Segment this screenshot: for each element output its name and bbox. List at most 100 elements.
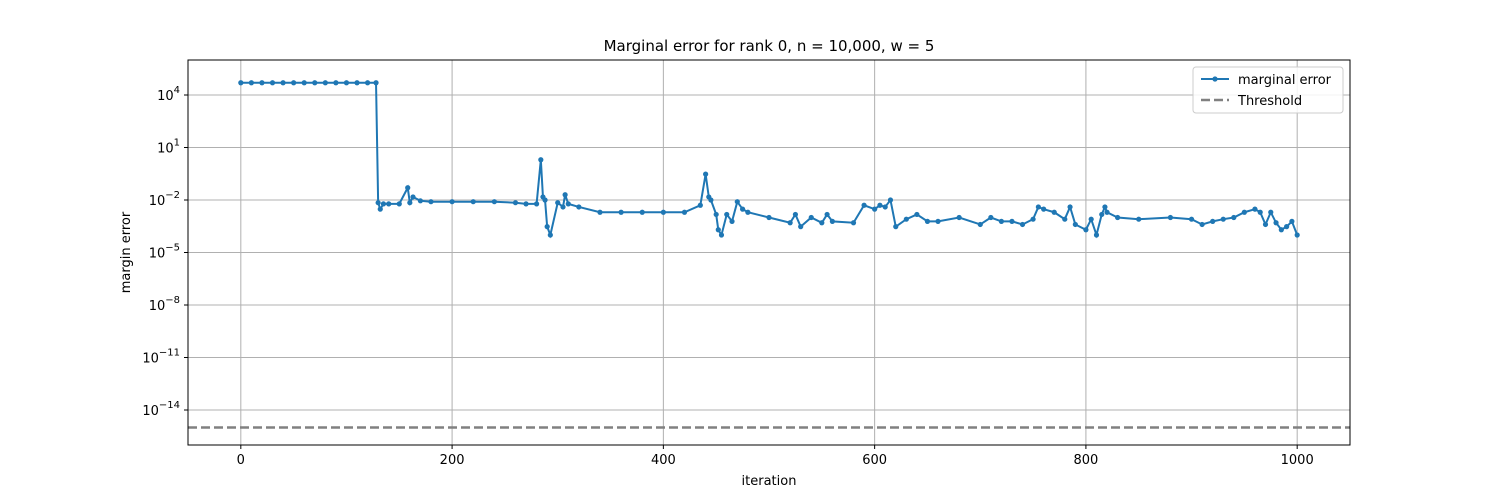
data-point [364, 80, 371, 86]
data-point [787, 220, 793, 226]
x-tick-label: 0 [237, 453, 245, 468]
series-layer [188, 80, 1350, 429]
data-point [1019, 221, 1026, 228]
data-point [1083, 227, 1089, 233]
data-point [681, 209, 688, 215]
data-point [333, 80, 339, 86]
data-point [386, 201, 392, 207]
y-tick-label: 10−2 [149, 190, 180, 209]
data-point [935, 218, 941, 224]
data-point [534, 201, 540, 207]
data-point [1199, 221, 1205, 228]
data-point [380, 201, 387, 207]
data-point [708, 197, 714, 203]
data-point [798, 224, 804, 230]
data-point [322, 80, 328, 86]
data-point [1088, 216, 1094, 222]
data-point [988, 214, 994, 221]
data-point [1289, 218, 1295, 224]
data-point [1284, 224, 1290, 230]
data-point [887, 197, 894, 203]
legend-label: marginal error [1238, 73, 1332, 88]
data-point [882, 204, 888, 210]
data-point [724, 211, 730, 218]
y-tick-label: 10−8 [149, 295, 180, 314]
data-point [861, 202, 867, 208]
x-axis-label: iteration [742, 474, 797, 489]
data-point [792, 211, 799, 218]
data-point [1252, 206, 1258, 212]
x-tick-label: 600 [862, 453, 887, 468]
data-point [547, 232, 553, 238]
data-point [1268, 209, 1274, 215]
data-point [819, 220, 825, 226]
y-tick-label: 101 [157, 138, 180, 157]
data-point [512, 200, 519, 206]
data-point [1093, 232, 1100, 238]
data-point [259, 80, 265, 86]
data-point [977, 221, 983, 228]
data-point [877, 202, 883, 208]
y-tick-label: 10−14 [142, 400, 180, 419]
data-point [470, 199, 476, 205]
data-point [396, 201, 402, 207]
data-point [428, 199, 434, 205]
y-axis-label: margin error [119, 211, 134, 293]
data-point [1210, 218, 1216, 224]
data-point [417, 198, 423, 204]
data-point [872, 206, 878, 212]
data-point [956, 214, 962, 221]
data-point [560, 204, 566, 210]
data-point [405, 185, 411, 191]
data-point [1262, 221, 1269, 228]
data-point [1030, 216, 1036, 222]
data-point [639, 209, 645, 215]
data-point [1241, 209, 1247, 215]
legend-box [1192, 66, 1344, 114]
data-point [301, 80, 307, 86]
data-point [1115, 214, 1121, 221]
data-point [618, 209, 624, 215]
data-point [1278, 227, 1284, 233]
data-point [343, 80, 350, 86]
y-tick-label: 10−11 [142, 348, 180, 367]
legend-marker [1212, 76, 1218, 82]
data-point [377, 206, 383, 212]
data-point [1167, 214, 1174, 221]
data-point [697, 202, 703, 208]
data-point [1294, 232, 1300, 238]
data-point [745, 209, 751, 215]
data-point [238, 80, 244, 86]
data-point [1062, 216, 1068, 222]
y-tick-label: 104 [157, 85, 180, 104]
data-point [407, 200, 413, 206]
data-point [893, 224, 899, 230]
data-point [903, 216, 909, 222]
data-point [1072, 221, 1078, 228]
x-tick-label: 1000 [1281, 453, 1314, 468]
data-point [1257, 209, 1263, 215]
x-tick-label: 800 [1073, 453, 1098, 468]
data-point [555, 200, 561, 206]
data-point [715, 227, 721, 233]
data-point [713, 211, 719, 218]
data-point [491, 199, 497, 205]
data-point [718, 232, 725, 238]
data-point [766, 214, 772, 221]
data-point [562, 192, 568, 198]
x-tick-label: 400 [651, 453, 676, 468]
data-point [269, 80, 276, 86]
data-point [660, 209, 666, 215]
data-point [998, 218, 1005, 224]
data-point [576, 204, 582, 210]
data-point [1136, 216, 1142, 222]
data-point [449, 199, 455, 205]
data-point [1035, 204, 1041, 210]
data-point [729, 218, 735, 224]
data-point [829, 218, 835, 224]
data-point [1099, 211, 1105, 218]
data-point [1188, 216, 1195, 222]
data-point [1231, 214, 1237, 221]
data-point [597, 209, 603, 215]
